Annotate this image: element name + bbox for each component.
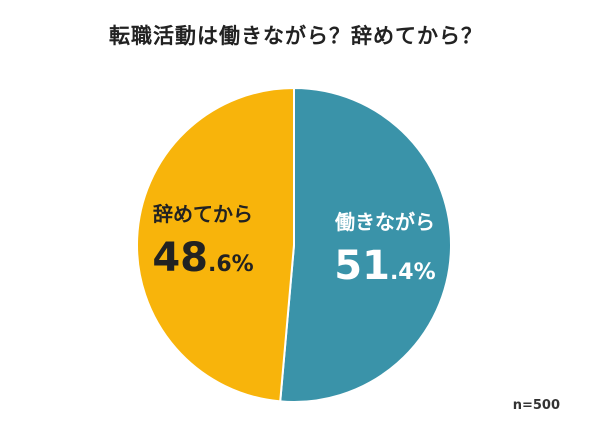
- pie-slice-1: [136, 86, 295, 403]
- slice-label-0: 働きながら: [334, 210, 435, 234]
- slice-value-dec-1: .6%: [208, 252, 254, 277]
- slice-value-0: 51.4%: [334, 243, 435, 289]
- slice-value-int-1: 48: [152, 235, 208, 281]
- sample-size-note: n=500: [512, 398, 560, 413]
- slice-value-dec-0: .4%: [390, 260, 436, 285]
- chart-title: 転職活動は働きながら？辞めてから？: [109, 24, 483, 48]
- pie-slice-0: [279, 86, 452, 403]
- slice-value-1: 48.6%: [152, 235, 253, 281]
- slice-value-int-0: 51: [334, 243, 390, 289]
- pie-slices: [136, 86, 452, 403]
- pie-labels: 働きながら 51.4% 辞めてから 48.6%: [152, 202, 435, 289]
- slice-label-1: 辞めてから: [153, 202, 253, 226]
